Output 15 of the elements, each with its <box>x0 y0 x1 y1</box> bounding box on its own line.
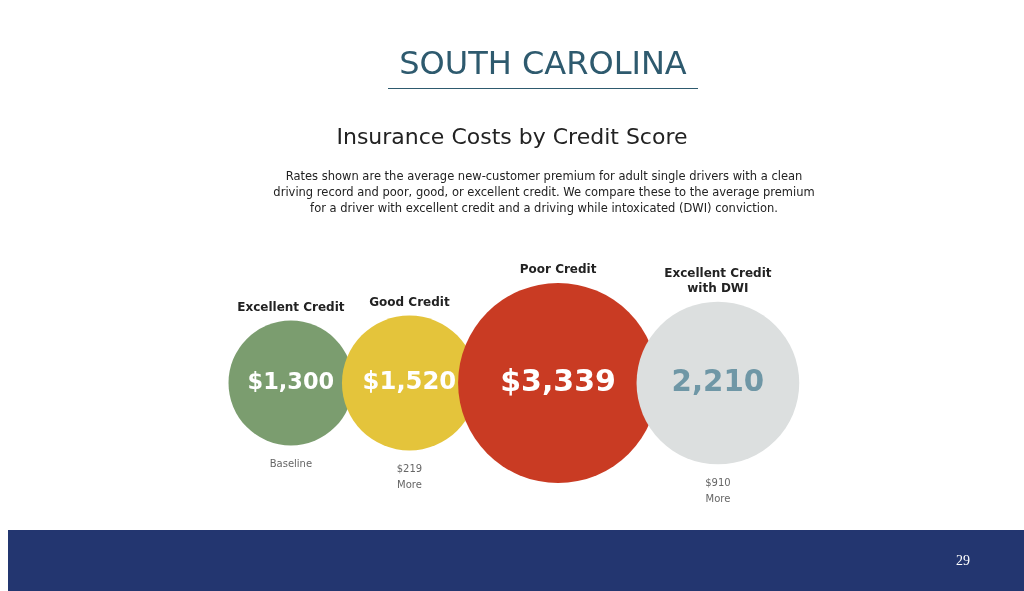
data-label: $1,520 <box>362 366 457 396</box>
category-label: Good Credit <box>369 294 450 309</box>
text: Baseline <box>269 458 313 470</box>
text: $219 More <box>396 463 423 491</box>
category-label: Poor Credit <box>519 262 597 276</box>
text: Insurance Costs by Credit Score <box>335 124 689 149</box>
data-label: 2,210 <box>671 363 765 398</box>
category-label: Excellent Credit <box>237 299 345 314</box>
data-label: $1,300 <box>247 367 335 394</box>
text: Rates shown are the average new-customer premium for adult single drivers with a clean driving record and poor, good, or excellent credit. We compare these to the average premium for a driver with excellent credit and a driving while intoxicated (DWI) conviction. <box>272 168 816 216</box>
text: $910 More <box>705 477 731 505</box>
text: SOUTH CAROLINA <box>388 44 698 89</box>
category-label: Excellent Credit with DWI <box>664 265 772 295</box>
text: 29 <box>955 553 971 569</box>
data-label: $3,339 <box>500 362 616 398</box>
